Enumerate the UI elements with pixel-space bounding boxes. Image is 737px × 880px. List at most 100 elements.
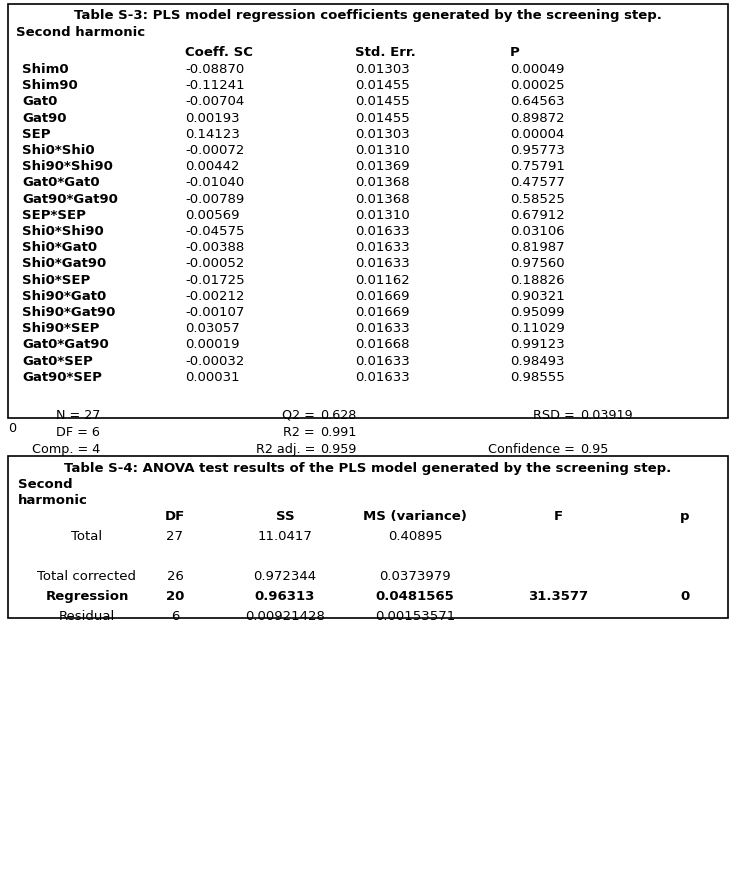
Text: 0.98493: 0.98493 <box>510 355 565 368</box>
Text: Gat0*Gat90: Gat0*Gat90 <box>22 339 109 351</box>
Text: 0.01455: 0.01455 <box>355 79 410 92</box>
Text: -0.00032: -0.00032 <box>185 355 245 368</box>
Text: 6: 6 <box>171 610 179 623</box>
Text: Gat0*Gat0: Gat0*Gat0 <box>22 176 99 189</box>
Text: 0: 0 <box>8 422 16 435</box>
Text: 0.01310: 0.01310 <box>355 144 410 157</box>
Text: 0.89872: 0.89872 <box>510 112 565 125</box>
Text: -0.00388: -0.00388 <box>185 241 244 254</box>
Text: Shim0: Shim0 <box>22 63 69 76</box>
Text: -0.00052: -0.00052 <box>185 257 245 270</box>
Text: -0.01725: -0.01725 <box>185 274 245 287</box>
Text: -0.04575: -0.04575 <box>185 225 245 238</box>
Text: 0.95773: 0.95773 <box>510 144 565 157</box>
Text: harmonic: harmonic <box>18 494 88 507</box>
FancyBboxPatch shape <box>8 456 728 618</box>
Text: 0.01369: 0.01369 <box>355 160 410 173</box>
Text: Coeff. SC: Coeff. SC <box>185 46 253 59</box>
Text: Shi0*Shi90: Shi0*Shi90 <box>22 225 104 238</box>
Text: 0.98555: 0.98555 <box>510 370 565 384</box>
Text: 0.99123: 0.99123 <box>510 339 565 351</box>
Text: Residual: Residual <box>59 610 115 623</box>
Text: 0.90321: 0.90321 <box>510 290 565 303</box>
Text: -0.01040: -0.01040 <box>185 176 244 189</box>
Text: Table S-4: ANOVA test results of the PLS model generated by the screening step.: Table S-4: ANOVA test results of the PLS… <box>64 462 671 475</box>
Text: RSD =: RSD = <box>534 409 575 422</box>
Text: 0.01162: 0.01162 <box>355 274 410 287</box>
Text: Gat90*SEP: Gat90*SEP <box>22 370 102 384</box>
Text: 27: 27 <box>167 530 184 543</box>
Text: 0.01368: 0.01368 <box>355 193 410 206</box>
Text: SS: SS <box>276 510 294 523</box>
Text: 0.00019: 0.00019 <box>185 339 240 351</box>
Text: 0.97560: 0.97560 <box>510 257 565 270</box>
Text: 0.75791: 0.75791 <box>510 160 565 173</box>
Text: -0.08870: -0.08870 <box>185 63 244 76</box>
Text: Shi90*Shi90: Shi90*Shi90 <box>22 160 113 173</box>
Text: 0.01633: 0.01633 <box>355 225 410 238</box>
Text: 0.959: 0.959 <box>320 443 357 456</box>
Text: 0.00031: 0.00031 <box>185 370 240 384</box>
Text: 0.47577: 0.47577 <box>510 176 565 189</box>
FancyBboxPatch shape <box>8 4 728 418</box>
Text: 0.01668: 0.01668 <box>355 339 410 351</box>
Text: 0.00004: 0.00004 <box>510 128 565 141</box>
Text: SEP*SEP: SEP*SEP <box>22 209 86 222</box>
Text: R2 =: R2 = <box>283 426 315 439</box>
Text: -0.00107: -0.00107 <box>185 306 245 319</box>
Text: 0: 0 <box>680 590 690 603</box>
Text: 0.0373979: 0.0373979 <box>380 570 451 583</box>
Text: -0.00072: -0.00072 <box>185 144 245 157</box>
Text: Gat0*SEP: Gat0*SEP <box>22 355 93 368</box>
Text: 31.3577: 31.3577 <box>528 590 588 603</box>
Text: 0.01669: 0.01669 <box>355 306 410 319</box>
Text: N = 27: N = 27 <box>55 409 100 422</box>
Text: -0.00789: -0.00789 <box>185 193 244 206</box>
Text: 20: 20 <box>166 590 184 603</box>
Text: Regression: Regression <box>45 590 129 603</box>
Text: 0.01633: 0.01633 <box>355 322 410 335</box>
Text: Q2 =: Q2 = <box>282 409 315 422</box>
Text: -0.11241: -0.11241 <box>185 79 245 92</box>
Text: Shi0*Shi0: Shi0*Shi0 <box>22 144 94 157</box>
Text: 0.01633: 0.01633 <box>355 370 410 384</box>
Text: Table S-3: PLS model regression coefficients generated by the screening step.: Table S-3: PLS model regression coeffici… <box>74 9 662 22</box>
Text: 0.01633: 0.01633 <box>355 355 410 368</box>
Text: Shi0*Gat0: Shi0*Gat0 <box>22 241 97 254</box>
Text: R2 adj. =: R2 adj. = <box>256 443 315 456</box>
Text: 0.11029: 0.11029 <box>510 322 565 335</box>
Text: 0.00025: 0.00025 <box>510 79 565 92</box>
Text: Gat90*Gat90: Gat90*Gat90 <box>22 193 118 206</box>
Text: 0.81987: 0.81987 <box>510 241 565 254</box>
Text: 0.95099: 0.95099 <box>510 306 565 319</box>
Text: 0.03106: 0.03106 <box>510 225 565 238</box>
Text: Total: Total <box>71 530 102 543</box>
Text: 11.0417: 11.0417 <box>257 530 312 543</box>
Text: 0.03919: 0.03919 <box>580 409 632 422</box>
Text: p: p <box>680 510 690 523</box>
Text: Comp. = 4: Comp. = 4 <box>32 443 100 456</box>
Text: 0.00442: 0.00442 <box>185 160 240 173</box>
Text: Confidence =: Confidence = <box>488 443 575 456</box>
Text: Shi0*Gat90: Shi0*Gat90 <box>22 257 106 270</box>
Text: 0.58525: 0.58525 <box>510 193 565 206</box>
Text: Std. Err.: Std. Err. <box>355 46 416 59</box>
Text: 0.96313: 0.96313 <box>255 590 315 603</box>
Text: 0.01368: 0.01368 <box>355 176 410 189</box>
Text: SEP: SEP <box>22 128 51 141</box>
Text: Second: Second <box>18 478 73 491</box>
Text: 0.0481565: 0.0481565 <box>376 590 455 603</box>
Text: 0.01303: 0.01303 <box>355 128 410 141</box>
Text: P: P <box>510 46 520 59</box>
Text: 26: 26 <box>167 570 184 583</box>
Text: 0.14123: 0.14123 <box>185 128 240 141</box>
Text: DF = 6: DF = 6 <box>56 426 100 439</box>
Text: 0.01633: 0.01633 <box>355 241 410 254</box>
Text: 0.00153571: 0.00153571 <box>375 610 455 623</box>
Text: 0.972344: 0.972344 <box>254 570 317 583</box>
Text: 0.64563: 0.64563 <box>510 95 565 108</box>
Text: 0.00193: 0.00193 <box>185 112 240 125</box>
Text: 0.00569: 0.00569 <box>185 209 240 222</box>
Text: -0.00212: -0.00212 <box>185 290 245 303</box>
Text: 0.991: 0.991 <box>320 426 357 439</box>
